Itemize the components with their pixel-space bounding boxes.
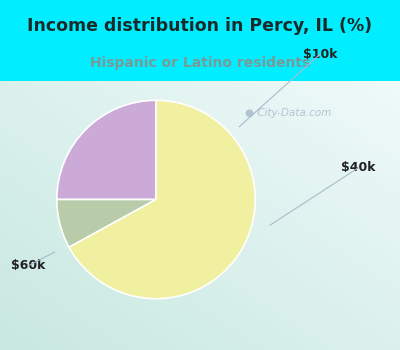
Text: Hispanic or Latino residents: Hispanic or Latino residents bbox=[90, 56, 310, 70]
Wedge shape bbox=[69, 100, 255, 299]
Text: ● City-Data.com: ● City-Data.com bbox=[245, 108, 331, 118]
Text: $60k: $60k bbox=[11, 259, 45, 273]
Wedge shape bbox=[57, 199, 156, 247]
Text: $40k: $40k bbox=[341, 161, 375, 175]
Text: $10k: $10k bbox=[303, 48, 337, 61]
Text: Income distribution in Percy, IL (%): Income distribution in Percy, IL (%) bbox=[28, 17, 372, 35]
Wedge shape bbox=[57, 100, 156, 200]
